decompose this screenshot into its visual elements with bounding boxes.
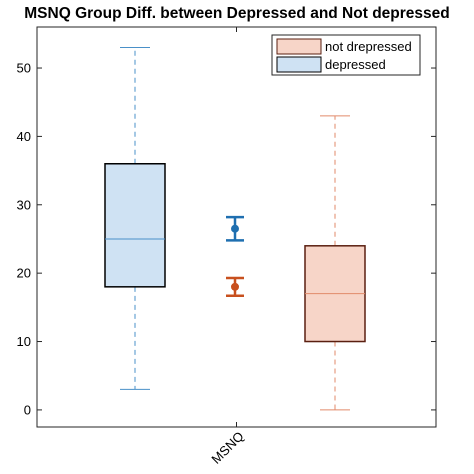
legend-label: depressed: [325, 57, 386, 72]
legend-swatch: [276, 56, 322, 73]
legend-item: not drepressed: [276, 38, 412, 55]
y-tick-label: 40: [17, 129, 31, 144]
legend-label: not drepressed: [325, 39, 412, 54]
legend: not drepressed depressed: [271, 34, 421, 76]
y-axis: 0 10 20 30 40 50: [17, 61, 436, 417]
box-series-group: [104, 47, 366, 411]
x-tick-label: MSNQ: [208, 429, 246, 467]
box-depressed: [104, 47, 166, 390]
y-tick-label: 30: [17, 197, 31, 212]
mean-marker: [231, 224, 239, 233]
box-iqr: [104, 163, 166, 288]
y-tick-label: 20: [17, 266, 31, 281]
legend-swatch: [276, 38, 322, 55]
mean-ci-not-drepressed: [226, 276, 244, 297]
y-tick-label: 10: [17, 334, 31, 349]
mean-ci-group: [226, 215, 244, 297]
y-tick-label: 0: [24, 402, 31, 417]
mean-marker: [231, 282, 239, 291]
box-not-drepressed: [304, 115, 366, 411]
legend-item: depressed: [276, 56, 386, 73]
mean-ci-depressed: [226, 215, 244, 242]
y-tick-label: 50: [17, 61, 31, 76]
chart-title: MSNQ Group Diff. between Depressed and N…: [24, 5, 449, 22]
